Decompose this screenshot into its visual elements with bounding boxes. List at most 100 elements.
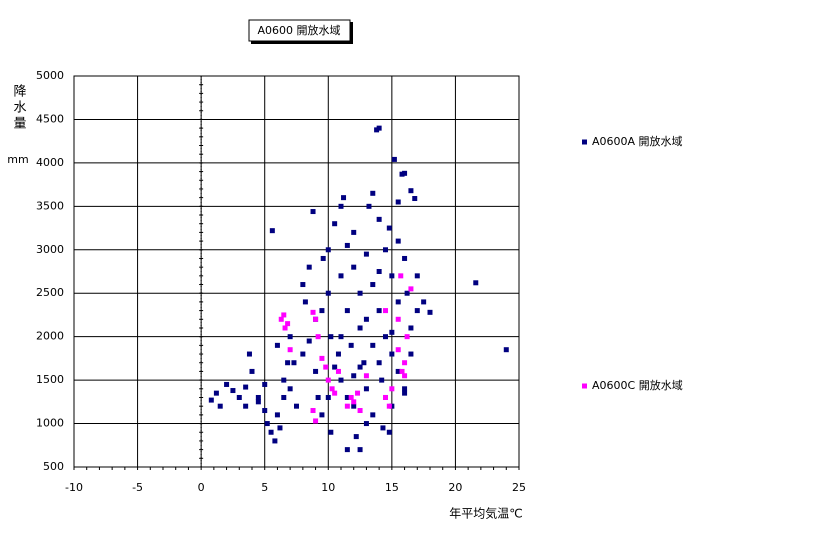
scatter-point: [389, 329, 395, 335]
scatter-point: [351, 373, 357, 379]
scatter-point: [353, 434, 359, 440]
scatter-point: [351, 229, 357, 235]
x-tick-label: 15: [385, 481, 399, 494]
scatter-point: [357, 290, 363, 296]
scatter-point: [351, 264, 357, 270]
scatter-point: [315, 394, 321, 400]
y-tick-label: 3000: [36, 243, 64, 256]
scatter-point: [355, 390, 361, 396]
scatter-point: [332, 364, 338, 370]
scatter-point: [363, 421, 369, 427]
scatter-point: [412, 196, 418, 202]
scatter-point: [395, 238, 401, 244]
scatter-point: [386, 429, 392, 435]
scatter-point: [399, 171, 405, 177]
scatter-point: [294, 403, 299, 409]
scatter-point: [313, 368, 319, 374]
scatter-point: [306, 338, 312, 344]
scatter-point: [383, 247, 388, 253]
scatter-point: [379, 377, 385, 383]
scatter-point: [408, 351, 414, 357]
scatter-point: [287, 334, 293, 340]
scatter-point: [370, 282, 376, 288]
scatter-point: [338, 203, 344, 209]
scatter-point: [274, 412, 280, 418]
scatter-point: [262, 381, 268, 387]
scatter-point: [357, 325, 363, 331]
scatter-point: [269, 228, 275, 234]
scatter-point: [398, 273, 404, 279]
scatter-point: [310, 309, 316, 315]
scatter-point: [338, 377, 344, 383]
legend-marker: [582, 139, 587, 145]
scatter-point: [376, 125, 382, 131]
scatter-point: [277, 425, 283, 431]
scatter-point: [313, 316, 319, 322]
scatter-point: [395, 199, 401, 205]
scatter-point: [383, 308, 388, 314]
scatter-point: [262, 408, 268, 414]
scatter-point: [351, 399, 357, 405]
scatter-point: [287, 347, 293, 353]
scatter-point: [302, 299, 308, 305]
scatter-point: [357, 408, 363, 414]
scatter-point: [348, 394, 354, 400]
scatter-point: [249, 368, 255, 374]
plot-area: [73, 75, 520, 468]
scatter-point: [374, 127, 380, 133]
scatter-point: [370, 412, 376, 418]
scatter-point: [329, 386, 335, 392]
scatter-point: [236, 394, 242, 400]
y-tick-label: 3500: [36, 199, 64, 212]
scatter-point: [389, 351, 395, 357]
scatter-point: [383, 394, 388, 400]
scatter-point: [310, 408, 316, 414]
scatter-point: [328, 334, 334, 340]
scatter-point: [328, 429, 334, 435]
scatter-point: [391, 156, 397, 162]
scatter-point: [414, 273, 420, 279]
scatter-point: [281, 394, 287, 400]
scatter-point: [313, 418, 319, 424]
scatter-point: [274, 342, 280, 348]
scatter-point: [399, 368, 405, 374]
scatter-point: [332, 390, 338, 396]
scatter-point: [272, 438, 278, 444]
x-axis-label: 年平均気温℃: [449, 506, 522, 521]
scatter-point: [389, 386, 395, 392]
y-tick-label: 4000: [36, 156, 64, 169]
title-box: [248, 19, 351, 42]
scatter-point: [386, 225, 392, 231]
scatter-point: [315, 334, 321, 340]
scatter-point: [395, 347, 401, 353]
scatter-point: [310, 209, 316, 215]
chart-title: A0600 開放水域: [257, 23, 340, 37]
y-axis-unit: mm: [7, 153, 28, 166]
scatter-point: [287, 386, 293, 392]
scatter-point: [285, 360, 291, 366]
scatter-point: [338, 273, 344, 279]
x-tick-label: -10: [65, 481, 83, 494]
scatter-point: [213, 390, 219, 396]
scatter-point: [300, 351, 306, 357]
scatter-point: [408, 325, 414, 331]
scatter-point: [370, 190, 376, 196]
scatter-point: [402, 390, 408, 396]
y-tick-label: 1000: [36, 417, 64, 430]
scatter-point: [402, 255, 408, 261]
scatter-point: [344, 308, 350, 314]
scatter-point: [208, 397, 214, 403]
scatter-point: [320, 255, 326, 261]
scatter-point: [427, 309, 433, 315]
scatter-point: [281, 377, 287, 383]
scatter-point: [344, 394, 350, 400]
x-tick-label: -5: [132, 481, 143, 494]
scatter-point: [285, 321, 291, 327]
scatter-point: [341, 195, 347, 201]
scatter-point: [319, 412, 325, 418]
scatter-point: [325, 290, 331, 296]
scatter-point: [503, 347, 509, 353]
scatter-point: [402, 373, 408, 379]
scatter-point: [357, 447, 363, 453]
scatter-point: [404, 290, 410, 296]
